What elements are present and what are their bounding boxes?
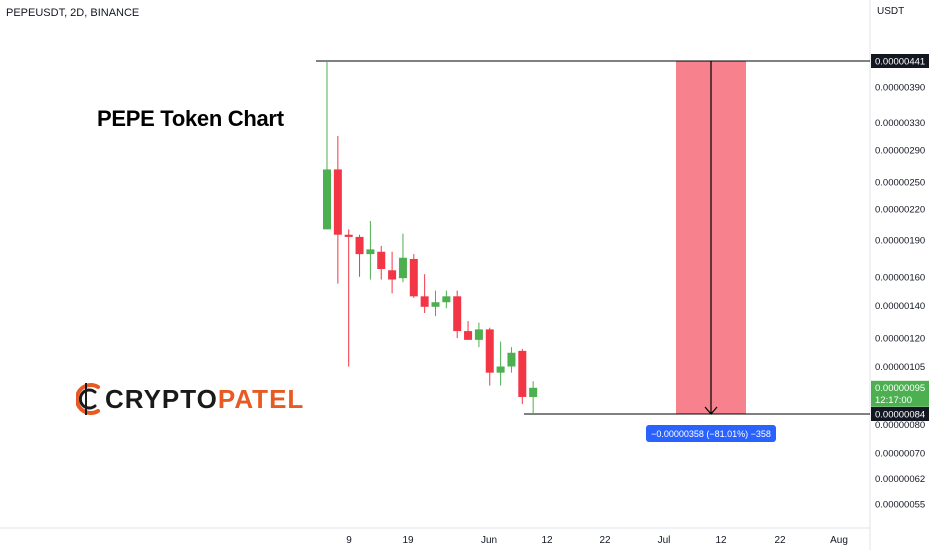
candle-body — [474, 329, 483, 340]
candle-body — [388, 270, 397, 280]
x-tick-label: 9 — [346, 535, 352, 546]
candle-body — [398, 257, 407, 279]
candle-body — [442, 296, 451, 303]
price-level-label: 0.00000441 — [875, 57, 925, 68]
y-tick-label: 0.00000070 — [875, 448, 925, 459]
x-tick-label: 22 — [599, 535, 611, 546]
candle-body — [518, 350, 527, 397]
candle-body — [420, 296, 429, 307]
logo-text-patel: PATEL — [217, 383, 305, 414]
measure-label: −0.00000358 (−81.01%) −358 — [651, 429, 771, 439]
candle-body — [366, 249, 375, 255]
y-tick-label: 0.00000105 — [875, 362, 925, 373]
x-tick-label: 12 — [541, 535, 553, 546]
y-tick-label: 0.00000055 — [875, 500, 925, 511]
candle-body — [431, 302, 440, 307]
x-tick-label: 22 — [774, 535, 786, 546]
candle-body — [507, 352, 516, 367]
candle-body — [409, 258, 418, 297]
y-tick-label: 0.00000290 — [875, 146, 925, 157]
price-level-badge — [871, 407, 929, 421]
candle-body — [333, 169, 342, 235]
candle-body — [496, 366, 505, 373]
y-tick-label: 0.00000140 — [875, 301, 925, 312]
candle-body — [464, 331, 473, 340]
y-tick-label: 0.00000160 — [875, 272, 925, 283]
x-tick-label: 19 — [402, 535, 414, 546]
measure-label-box — [646, 425, 776, 442]
chart-title: PEPE Token Chart — [97, 106, 284, 131]
logo-text-crypto: CRYPTO — [105, 383, 218, 414]
last-price-label: 0.00000095 — [875, 383, 925, 394]
candle-body — [377, 251, 386, 269]
x-tick-label: 12 — [715, 535, 727, 546]
x-tick-label: Jul — [658, 535, 671, 546]
candle-body — [453, 296, 462, 332]
countdown-label: 12:17:00 — [875, 395, 912, 406]
arrow-down-icon — [704, 406, 718, 415]
y-tick-label: 0.00000190 — [875, 236, 925, 247]
brand-logo: CRYPTOPATEL — [76, 379, 304, 419]
y-tick-label: 0.00000220 — [875, 205, 925, 216]
candle-body — [485, 329, 494, 373]
y-tick-label: 0.00000330 — [875, 118, 925, 129]
x-tick-label: Aug — [830, 535, 848, 546]
y-tick-label: 0.00000080 — [875, 420, 925, 431]
y-tick-label: 0.00000390 — [875, 83, 925, 94]
candle-body — [355, 236, 364, 255]
candle-body — [344, 234, 353, 237]
price-level-badge — [871, 54, 929, 68]
y-tick-label: 0.00000062 — [875, 474, 925, 485]
currency-label: USDT — [877, 6, 905, 17]
bitcoin-c-icon — [76, 383, 100, 415]
x-tick-label: Jun — [481, 535, 497, 546]
price-level-label: 0.00000084 — [875, 410, 925, 421]
candle-body — [529, 387, 538, 397]
y-tick-label: 0.00000250 — [875, 177, 925, 188]
candle-body — [323, 169, 331, 230]
last-price-badge — [871, 380, 929, 407]
symbol-header: PEPEUSDT, 2D, BINANCE — [6, 7, 140, 19]
y-tick-label: 0.00000120 — [875, 334, 925, 345]
